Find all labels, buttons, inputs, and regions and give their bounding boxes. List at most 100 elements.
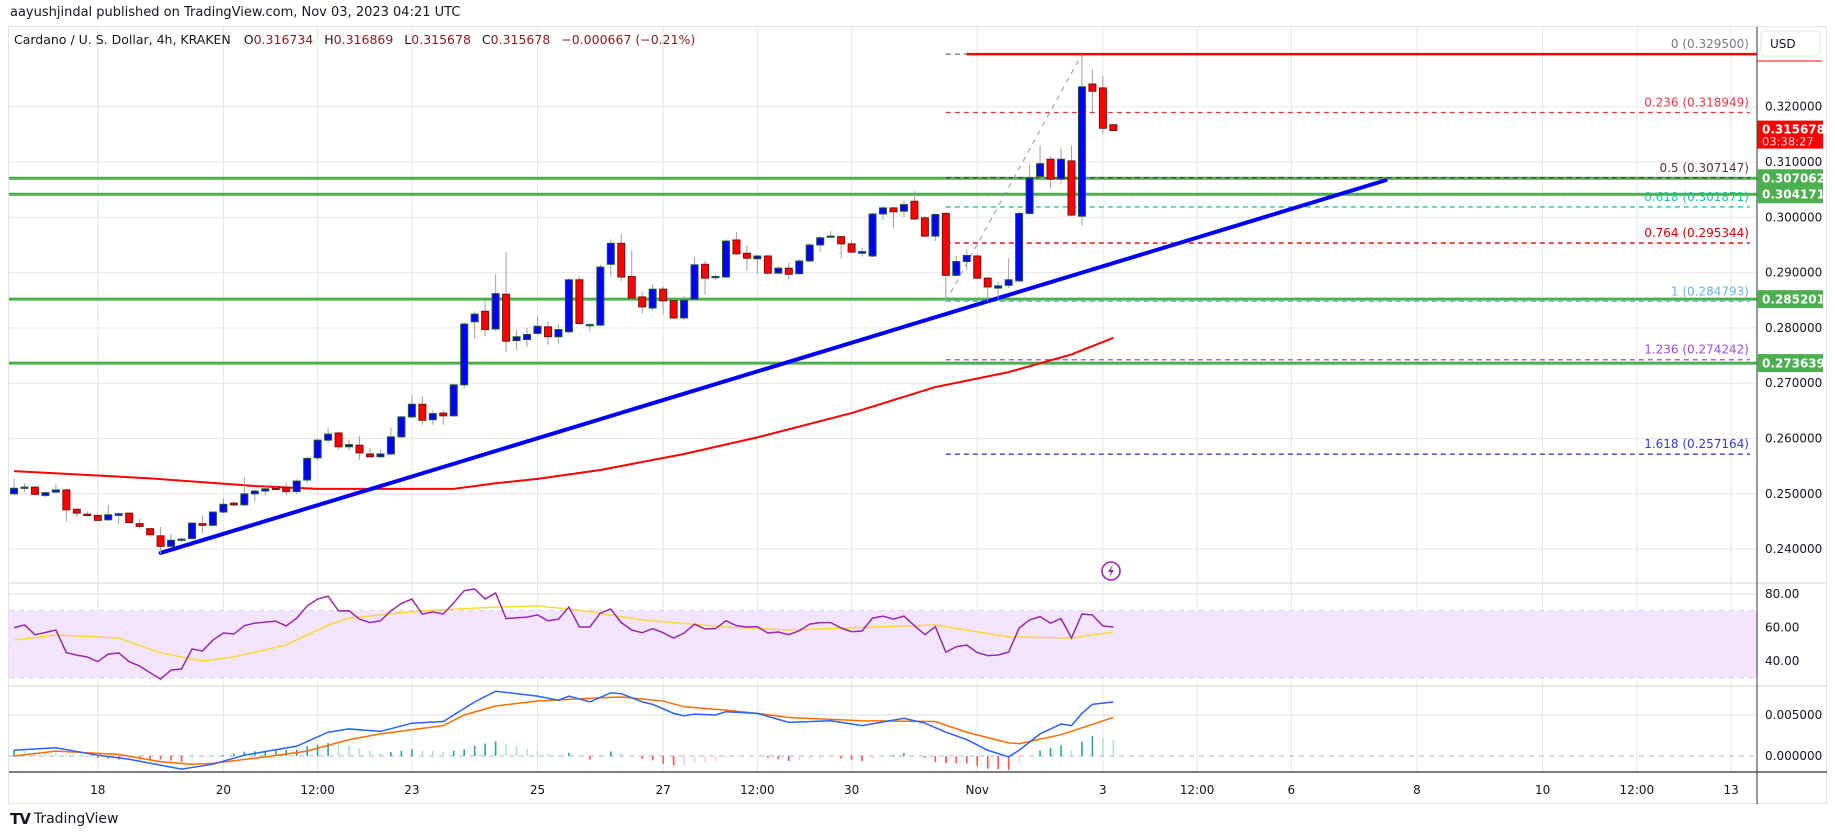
candle-up <box>219 503 228 513</box>
candle-up <box>512 336 521 342</box>
candle-up <box>460 323 469 386</box>
tradingview-logo-icon: TV <box>10 810 31 828</box>
level-price-label: 0.285201 <box>1762 293 1825 307</box>
candle-down <box>889 207 898 213</box>
macd-histogram-bar <box>233 753 235 756</box>
last-price-label: 0.315678 <box>1762 123 1825 137</box>
macd-histogram-bar <box>704 756 706 763</box>
macd-histogram-bar <box>840 756 842 759</box>
time-axis-label: 23 <box>404 783 419 797</box>
candle-down <box>941 212 950 276</box>
candle-down <box>365 453 374 458</box>
tradingview-logo[interactable]: TV TradingView <box>10 810 118 828</box>
candle-down <box>1098 87 1107 129</box>
fib-level-label: 0.5 (0.307147) <box>1659 161 1749 175</box>
candle-up <box>795 260 804 275</box>
open-value: 0.316734 <box>253 32 314 47</box>
macd-histogram-bar <box>515 746 518 756</box>
time-axis-label: 25 <box>530 783 545 797</box>
rsi-pane <box>13 588 1114 681</box>
candle-down <box>481 310 490 331</box>
candle-up <box>564 279 573 333</box>
macd-histogram-bar <box>997 756 999 770</box>
macd-histogram-bar <box>861 756 863 761</box>
high-value: 0.316869 <box>333 32 394 47</box>
macd-histogram-bar <box>1049 748 1052 756</box>
candle-up <box>407 403 416 418</box>
candle-up <box>585 324 594 327</box>
candle-down <box>543 326 552 338</box>
candle-down <box>146 528 155 536</box>
candle-down <box>198 523 207 526</box>
candle-up <box>533 325 542 334</box>
macd-histogram-bar <box>484 743 486 756</box>
macd-signal-line <box>13 696 1114 765</box>
candle-up <box>10 487 18 495</box>
candle-down <box>701 263 710 279</box>
candle-down <box>271 487 280 490</box>
macd-histogram-bar <box>965 756 968 764</box>
candle-down <box>638 296 647 308</box>
candle-up <box>491 293 500 330</box>
macd-histogram-bar <box>850 756 853 760</box>
macd-histogram-bar <box>243 751 246 756</box>
macd-histogram-bar <box>1102 738 1104 756</box>
candle-down <box>973 255 982 279</box>
macd-axis-label: 0.000000 <box>1765 749 1822 763</box>
candle-down <box>282 487 291 493</box>
candle-down <box>30 486 39 495</box>
fib-trend-line <box>945 53 1083 302</box>
macd-histogram-bar <box>23 750 26 756</box>
candle-up <box>1036 163 1045 177</box>
macd-axis-label: 0.005000 <box>1765 708 1822 722</box>
level-price-badge <box>1757 169 1823 188</box>
macd-histogram-bar <box>735 756 738 758</box>
macd-histogram-bar <box>547 753 549 756</box>
candle-up <box>41 492 50 496</box>
time-axis-label: 12:00 <box>1180 783 1215 797</box>
time-axis-label: 13 <box>1723 783 1738 797</box>
price-axis-label: 0.310000 <box>1765 155 1822 169</box>
macd-histogram-bar <box>526 748 528 756</box>
macd-histogram-bar <box>777 756 780 760</box>
currency-label[interactable]: USD <box>1770 37 1796 51</box>
candle-up <box>962 254 971 263</box>
symbol-title[interactable]: Cardano / U. S. Dollar, 4h, KRAKEN <box>14 32 231 47</box>
macd-histogram-bar <box>1081 741 1083 756</box>
candle-up <box>680 299 689 319</box>
candle-up <box>303 457 312 481</box>
price-axis-label: 0.300000 <box>1765 210 1822 224</box>
macd-histogram-bar <box>107 756 110 759</box>
macd-histogram-bar <box>746 756 748 757</box>
candle-up <box>606 242 615 265</box>
macd-histogram-bar <box>871 756 874 759</box>
candle-up <box>250 490 259 495</box>
time-axis-label: 8 <box>1413 783 1421 797</box>
macd-histogram-bar <box>1028 756 1031 757</box>
candle-up <box>721 240 730 278</box>
candle-down <box>418 403 427 421</box>
candle-down <box>627 275 636 299</box>
macd-histogram-bar <box>767 756 769 758</box>
candle-up <box>596 266 605 326</box>
candle-up <box>523 334 532 341</box>
macd-histogram-bar <box>505 743 507 756</box>
candle-up <box>167 539 176 547</box>
candle-down <box>669 300 678 319</box>
candle-down <box>83 513 92 516</box>
close-label: C <box>481 32 491 47</box>
candle-up <box>428 413 437 421</box>
currency-button[interactable] <box>1760 30 1821 57</box>
macd-histogram-bar <box>421 750 424 756</box>
macd-histogram-bar <box>693 756 696 763</box>
macd-histogram-bar <box>892 755 895 756</box>
candle-down <box>1067 160 1076 216</box>
rsi-ma-line <box>13 605 1114 662</box>
high-label: H <box>324 32 334 47</box>
macd-histogram-bar <box>945 756 947 764</box>
macd-histogram-bar <box>536 751 539 756</box>
macd-histogram-bar <box>1007 756 1010 770</box>
candle-down <box>575 279 584 324</box>
alert-icon[interactable] <box>1101 561 1121 581</box>
